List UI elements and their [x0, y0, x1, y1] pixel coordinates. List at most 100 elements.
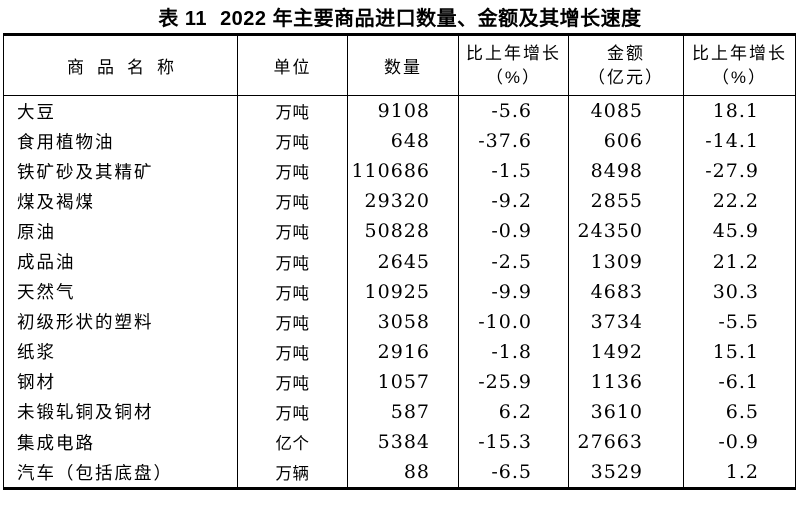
amount-cell: 24350 — [568, 216, 684, 247]
header-quantity-growth-line1: 比上年增长 — [466, 43, 561, 63]
unit-cell: 万吨 — [237, 216, 348, 247]
commodity-name-cell: 天然气 — [3, 276, 238, 307]
amount-cell: 3529 — [568, 457, 684, 489]
commodity-name-cell: 纸浆 — [3, 336, 238, 367]
quantity-cell: 9108 — [347, 95, 459, 127]
quantity-cell: 587 — [347, 396, 459, 428]
amount-cell: 3734 — [568, 306, 684, 337]
quantity-growth-cell: -9.2 — [458, 186, 569, 217]
header-amount-line2: （亿元） — [588, 67, 664, 87]
quantity-growth-cell: -6.5 — [458, 457, 569, 489]
import-commodities-table: 商品名称 单位 数量 比上年增长 （%） 金额 （亿元） 比上年增长 （%） 大… — [3, 33, 796, 491]
quantity-growth-cell: -37.6 — [458, 126, 569, 157]
quantity-cell: 648 — [347, 126, 459, 157]
amount-growth-cell: -27.9 — [683, 156, 796, 187]
unit-cell: 万吨 — [237, 366, 348, 397]
header-quantity-growth-line2: （%） — [485, 67, 542, 87]
commodity-name-cell: 汽车（包括底盘） — [3, 457, 238, 489]
amount-growth-cell: 21.2 — [683, 246, 796, 277]
amount-growth-cell: 15.1 — [683, 336, 796, 367]
table-row: 成品油 万吨 2645 -2.5 1309 21.2 — [3, 246, 796, 277]
quantity-growth-cell: -0.9 — [458, 216, 569, 247]
amount-growth-cell: 18.1 — [683, 95, 796, 127]
quantity-growth-cell: -25.9 — [458, 366, 569, 397]
page-title: 表 11 2022 年主要商品进口数量、金额及其增长速度 — [0, 0, 800, 33]
header-amount: 金额 （亿元） — [568, 34, 684, 96]
commodity-name-cell: 集成电路 — [3, 427, 238, 458]
table-row: 钢材 万吨 1057 -25.9 1136 -6.1 — [3, 366, 796, 397]
amount-cell: 1136 — [568, 366, 684, 397]
amount-cell: 606 — [568, 126, 684, 157]
amount-growth-cell: 6.5 — [683, 396, 796, 428]
quantity-cell: 10925 — [347, 276, 459, 307]
quantity-growth-cell: -9.9 — [458, 276, 569, 307]
quantity-cell: 88 — [347, 457, 459, 489]
unit-cell: 万吨 — [237, 396, 348, 428]
amount-growth-cell: -5.5 — [683, 306, 796, 337]
amount-growth-cell: -6.1 — [683, 366, 796, 397]
unit-cell: 亿个 — [237, 427, 348, 458]
commodity-name-cell: 初级形状的塑料 — [3, 306, 238, 337]
unit-cell: 万吨 — [237, 126, 348, 157]
amount-growth-cell: -0.9 — [683, 427, 796, 458]
quantity-growth-cell: -1.8 — [458, 336, 569, 367]
commodity-name-cell: 煤及褐煤 — [3, 186, 238, 217]
amount-cell: 1309 — [568, 246, 684, 277]
amount-cell: 2855 — [568, 186, 684, 217]
table-row: 食用植物油 万吨 648 -37.6 606 -14.1 — [3, 126, 796, 157]
table-row: 纸浆 万吨 2916 -1.8 1492 15.1 — [3, 336, 796, 367]
commodity-name-cell: 成品油 — [3, 246, 238, 277]
table-row: 煤及褐煤 万吨 29320 -9.2 2855 22.2 — [3, 186, 796, 217]
quantity-cell: 3058 — [347, 306, 459, 337]
commodity-name-cell: 大豆 — [3, 95, 238, 127]
amount-cell: 4683 — [568, 276, 684, 307]
table-row: 大豆 万吨 9108 -5.6 4085 18.1 — [3, 95, 796, 127]
amount-growth-cell: 1.2 — [683, 457, 796, 489]
amount-cell: 4085 — [568, 95, 684, 127]
table-row: 汽车（包括底盘） 万辆 88 -6.5 3529 1.2 — [3, 457, 796, 489]
quantity-growth-cell: -10.0 — [458, 306, 569, 337]
unit-cell: 万吨 — [237, 336, 348, 367]
quantity-growth-cell: -15.3 — [458, 427, 569, 458]
unit-cell: 万吨 — [237, 186, 348, 217]
amount-cell: 27663 — [568, 427, 684, 458]
amount-growth-cell: 22.2 — [683, 186, 796, 217]
quantity-growth-cell: 6.2 — [458, 396, 569, 428]
header-commodity-name: 商品名称 — [3, 34, 238, 96]
unit-cell: 万吨 — [237, 156, 348, 187]
header-quantity: 数量 — [347, 34, 459, 96]
header-unit: 单位 — [237, 34, 348, 96]
quantity-growth-cell: -1.5 — [458, 156, 569, 187]
amount-cell: 8498 — [568, 156, 684, 187]
header-row: 商品名称 单位 数量 比上年增长 （%） 金额 （亿元） 比上年增长 （%） — [3, 34, 796, 96]
header-amount-growth-line1: 比上年增长 — [692, 43, 787, 63]
unit-cell: 万吨 — [237, 306, 348, 337]
quantity-cell: 5384 — [347, 427, 459, 458]
amount-growth-cell: 45.9 — [683, 216, 796, 247]
table-row: 铁矿砂及其精矿 万吨 110686 -1.5 8498 -27.9 — [3, 156, 796, 187]
table-row: 初级形状的塑料 万吨 3058 -10.0 3734 -5.5 — [3, 306, 796, 337]
table-row: 未锻轧铜及铜材 万吨 587 6.2 3610 6.5 — [3, 396, 796, 428]
commodity-name-cell: 铁矿砂及其精矿 — [3, 156, 238, 187]
unit-cell: 万吨 — [237, 246, 348, 277]
header-quantity-growth: 比上年增长 （%） — [458, 34, 569, 96]
quantity-cell: 1057 — [347, 366, 459, 397]
amount-growth-cell: 30.3 — [683, 276, 796, 307]
header-amount-growth-line2: （%） — [711, 67, 768, 87]
amount-growth-cell: -14.1 — [683, 126, 796, 157]
commodity-name-cell: 未锻轧铜及铜材 — [3, 396, 238, 428]
quantity-cell: 2916 — [347, 336, 459, 367]
table-number-label: 表 11 — [158, 8, 208, 30]
table-row: 天然气 万吨 10925 -9.9 4683 30.3 — [3, 276, 796, 307]
header-amount-line1: 金额 — [607, 43, 645, 63]
unit-cell: 万辆 — [237, 457, 348, 489]
quantity-cell: 50828 — [347, 216, 459, 247]
unit-cell: 万吨 — [237, 276, 348, 307]
quantity-growth-cell: -5.6 — [458, 95, 569, 127]
header-amount-growth: 比上年增长 （%） — [683, 34, 796, 96]
commodity-name-cell: 钢材 — [3, 366, 238, 397]
commodity-name-cell: 原油 — [3, 216, 238, 247]
unit-cell: 万吨 — [237, 95, 348, 127]
commodity-name-cell: 食用植物油 — [3, 126, 238, 157]
quantity-growth-cell: -2.5 — [458, 246, 569, 277]
